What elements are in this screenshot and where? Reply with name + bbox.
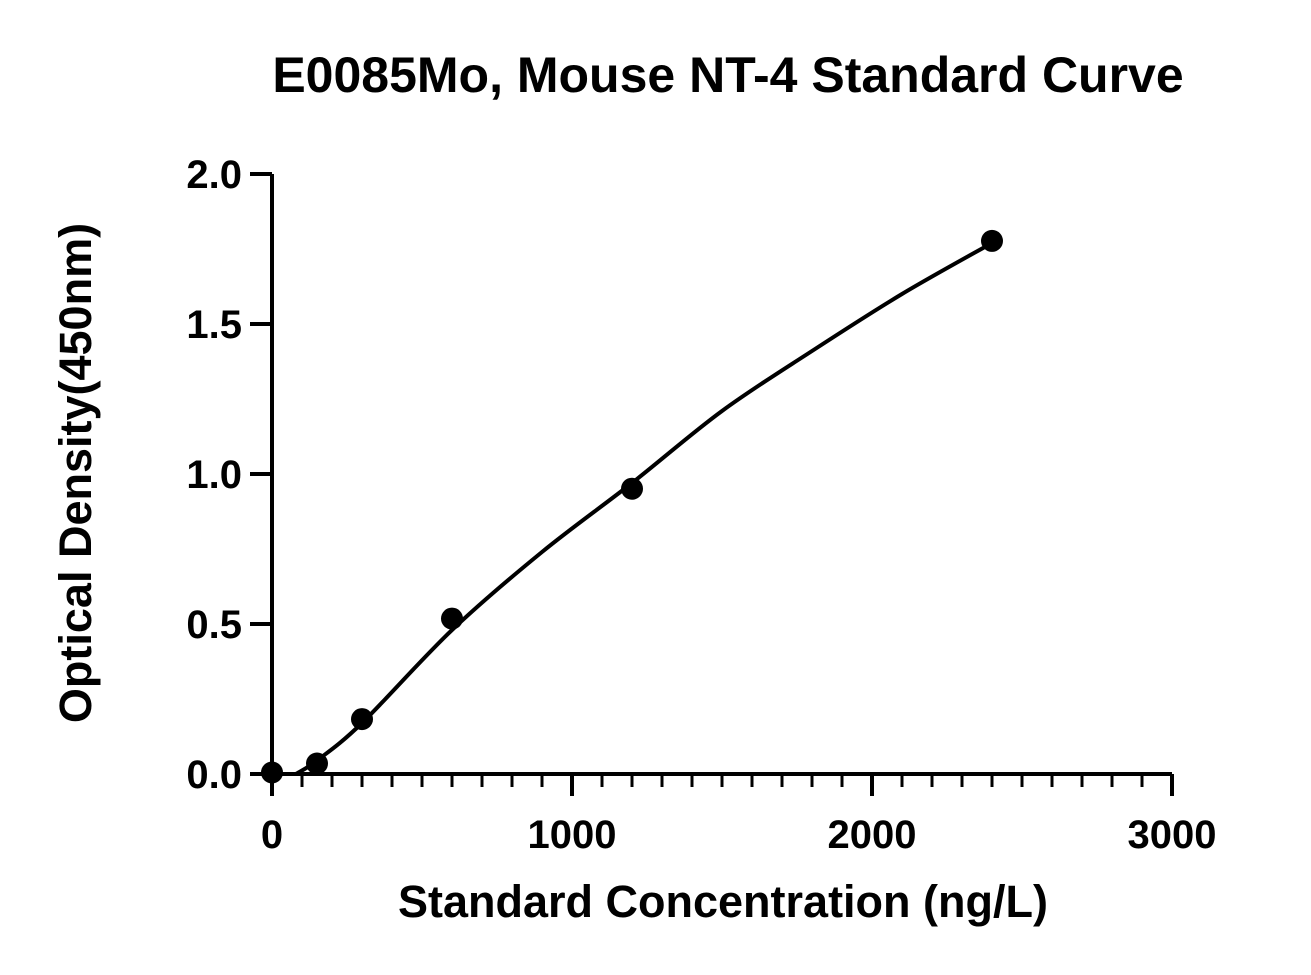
x-tick-label: 1000 [528, 813, 617, 857]
y-axis-label: Optical Density(450nm) [50, 222, 101, 724]
x-tick-label: 3000 [1128, 813, 1217, 857]
data-point [351, 708, 373, 731]
data-point [261, 761, 283, 784]
y-tick-label: 0.0 [186, 753, 242, 797]
data-point [621, 477, 643, 500]
y-tick-label: 1.5 [186, 303, 242, 347]
x-tick-label: 0 [261, 813, 283, 857]
y-tick-label: 0.5 [186, 603, 242, 647]
y-tick-label: 2.0 [186, 153, 242, 197]
fit-curve-line [294, 241, 993, 776]
chart-title: E0085Mo, Mouse NT-4 Standard Curve [272, 47, 1184, 103]
data-point [441, 607, 463, 630]
x-tick-label: 2000 [828, 813, 917, 857]
data-point [306, 752, 328, 775]
y-tick-label: 1.0 [186, 453, 242, 497]
data-point [981, 229, 1003, 252]
x-axis-label: Standard Concentration (ng/L) [398, 876, 1048, 927]
